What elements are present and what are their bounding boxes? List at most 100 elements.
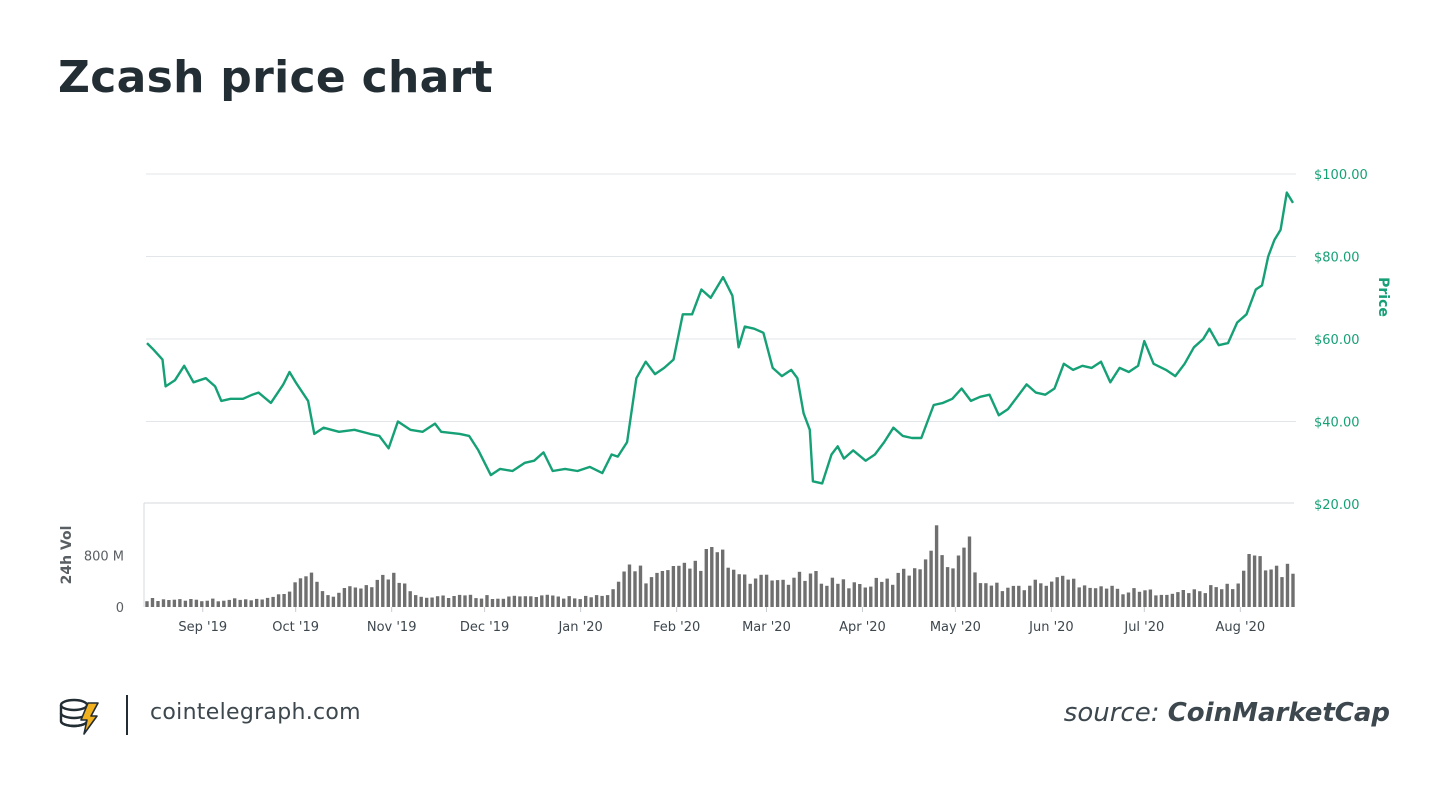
volume-bar	[1236, 583, 1240, 607]
volume-bar	[348, 586, 352, 607]
volume-bar	[858, 584, 862, 607]
volume-bar	[814, 571, 818, 607]
volume-bar	[1121, 594, 1125, 607]
volume-bar	[721, 549, 725, 607]
volume-bar	[425, 597, 429, 607]
volume-bar	[737, 574, 741, 607]
volume-bar	[381, 574, 385, 607]
volume-bar	[1143, 590, 1147, 607]
volume-bar	[896, 572, 900, 607]
volume-bar	[1176, 592, 1180, 607]
volume-bar	[1000, 591, 1005, 607]
volume-tick-label: 0	[116, 601, 124, 616]
zcash-price-chart: $20.00 $40.00 $60.00 $80.00 $100.00 Price 0 8…	[59, 168, 1391, 635]
volume-bar	[1181, 590, 1185, 607]
volume-bar	[638, 565, 643, 607]
volume-bar	[699, 570, 703, 607]
volume-bar	[293, 582, 297, 607]
volume-bar	[1061, 575, 1065, 607]
volume-bar	[474, 598, 478, 607]
x-tick-label: Feb '20	[653, 620, 700, 635]
volume-bar	[1154, 595, 1158, 607]
volume-bar	[1148, 589, 1153, 607]
x-axis: Sep '19 Oct '19 Nov '19 Dec '19 Jan '20 Feb '…	[178, 607, 1265, 635]
volume-bar	[1050, 581, 1054, 607]
volume-bar	[479, 598, 484, 607]
volume-bar	[682, 562, 687, 607]
volume-bar	[594, 595, 599, 607]
volume-bar	[1115, 588, 1120, 607]
volume-bar	[1263, 570, 1268, 607]
volume-bar	[1192, 589, 1196, 607]
volume-bar	[392, 572, 396, 607]
price-tick-label: $80.00	[1314, 251, 1360, 266]
volume-bar	[216, 601, 220, 607]
volume-bar	[644, 583, 648, 607]
volume-bar	[331, 596, 336, 607]
volume-bar	[320, 591, 325, 607]
volume-bar	[627, 564, 632, 607]
volume-bar	[748, 583, 752, 607]
volume-bar	[540, 595, 544, 607]
volume-bar	[435, 596, 440, 607]
volume-bar	[764, 574, 769, 607]
volume-bar	[167, 600, 171, 607]
volume-bar	[1252, 555, 1257, 607]
volume-bar	[200, 601, 204, 607]
volume-bar	[309, 572, 314, 607]
price-axis-label: Price	[1375, 277, 1391, 317]
volume-bar	[211, 598, 215, 607]
volume-bar	[556, 596, 560, 607]
volume-bar	[551, 595, 555, 607]
volume-bar	[326, 595, 330, 607]
volume-bar	[490, 599, 495, 607]
volume-bar	[534, 597, 538, 607]
volume-bar	[414, 595, 418, 607]
volume-bar	[364, 585, 368, 607]
volume-bar	[655, 572, 659, 607]
volume-bar	[1055, 577, 1059, 607]
volume-bar	[1137, 591, 1142, 607]
volume-bar	[792, 577, 796, 607]
volume-bar	[830, 577, 835, 607]
x-tick-label: Nov '19	[367, 620, 417, 635]
volume-bar	[1285, 563, 1290, 607]
volume-bar	[605, 595, 610, 607]
volume-bar	[671, 566, 676, 607]
volume-bar	[507, 596, 511, 607]
volume-bar	[518, 596, 522, 607]
volume-bar	[819, 583, 824, 607]
volume-bar	[189, 599, 193, 607]
volume-bar	[1209, 585, 1213, 607]
volume-bar	[786, 584, 791, 607]
x-tick-label: Jun '20	[1028, 620, 1074, 635]
volume-bar	[797, 571, 802, 607]
volume-bar	[178, 599, 182, 607]
volume-bar	[1126, 592, 1131, 607]
volume-bar	[929, 550, 933, 607]
volume-bar	[978, 583, 983, 607]
volume-bar	[1247, 554, 1251, 607]
volume-bar	[1011, 585, 1016, 607]
volume-bar	[923, 559, 928, 607]
volume-bar	[1280, 577, 1284, 607]
volume-bar	[463, 595, 467, 607]
volume-bar	[1088, 587, 1092, 607]
volume-bar	[529, 596, 533, 607]
volume-bar	[841, 579, 846, 607]
volume-bar	[276, 594, 281, 607]
volume-bar	[1214, 587, 1218, 607]
volume-bar	[397, 582, 401, 607]
volume-bar	[386, 579, 390, 607]
volume-bar	[156, 601, 160, 607]
volume-bar	[660, 571, 665, 607]
x-tick-label: Oct '19	[272, 620, 319, 635]
volume-bar	[907, 575, 911, 607]
volume-bar	[205, 600, 209, 607]
volume-y-axis: 0 800 M	[84, 550, 124, 617]
volume-bar	[885, 578, 889, 607]
volume-bar	[1231, 589, 1235, 607]
volume-tick-label: 800 M	[84, 550, 124, 565]
volume-bar	[1099, 586, 1103, 607]
volume-bar	[419, 596, 423, 607]
